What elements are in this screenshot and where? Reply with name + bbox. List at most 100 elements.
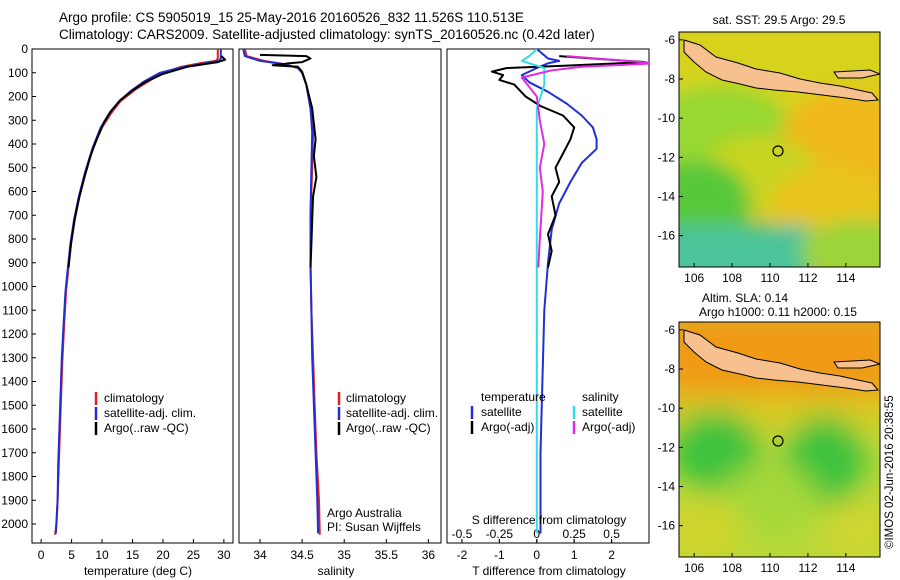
depth-tick-label: 1100 (2, 303, 28, 317)
x-top-tick-label: 0 (533, 527, 540, 541)
x-tick-label: -2 (457, 548, 468, 562)
depth-tick-label: 1900 (1, 493, 28, 507)
depth-tick-label: 200 (8, 90, 28, 104)
depth-axis: 0 100 200 300 400 500 600 700 800 900 1000 1100 1200… (1, 42, 36, 531)
depth-tick-label: 1600 (1, 422, 28, 436)
salinity-panel-frame (238, 48, 442, 544)
depth-tick-label: 700 (8, 208, 28, 222)
lon-tick-label: 112 (798, 271, 817, 285)
java-landmass (683, 329, 880, 392)
x-tick-label: 15 (126, 548, 140, 562)
difference-panel: -2 -1 0 1 2 -0.5 -0.25 0 0.25 0.5 (452, 49, 649, 562)
depth-tick-label: 1400 (1, 375, 28, 389)
x-tick-label: 0 (533, 548, 540, 562)
x-tick-label: 1 (571, 548, 578, 562)
depth-tick-label: 500 (8, 161, 28, 175)
lat-tick-label: -16 (658, 519, 676, 533)
lon-tick-label: 110 (760, 271, 779, 285)
sst-map-axes: -6 -8 -10 -12 -14 -16 106 108 110 112 114 (658, 33, 856, 285)
figure-title-line2: Climatology: CARS2009. Satellite-adjuste… (59, 27, 595, 42)
difference-axis-label-top: S difference from climatology (472, 513, 627, 527)
depth-tick-label: 2000 (1, 517, 28, 531)
sla-map-title-line2: Argo h1000: 0.11 h2000: 0.15 (699, 305, 857, 319)
argo-australia-note: Argo Australia (327, 506, 402, 520)
sst-map-title: sat. SST: 29.5 Argo: 29.5 (713, 13, 846, 27)
series-line-argo-raw-qc (259, 53, 318, 268)
depth-tick-label: 900 (8, 256, 28, 270)
temperature-panel: 0 5 10 15 20 25 30 (38, 49, 231, 562)
legend-label-s-satellite: satellite (582, 405, 623, 419)
x-tick-label: 34 (253, 548, 267, 562)
x-tick-label: 36 (422, 548, 436, 562)
legend-label-t-argo: Argo(-adj) (481, 420, 534, 434)
series-line-t-argo-adj (490, 55, 647, 268)
depth-tick-label: 400 (8, 137, 28, 151)
lon-tick-label: 106 (684, 271, 704, 285)
legend-label-satellite: satellite-adj. clim. (346, 406, 438, 420)
lat-tick-label: -8 (664, 362, 675, 376)
x-tick-label: 20 (156, 548, 170, 562)
lon-tick-label: 108 (722, 561, 742, 575)
salinity-legend: climatology satellite-adj. clim. Argo(..… (327, 391, 438, 534)
lon-tick-label: 114 (836, 271, 855, 285)
lat-tick-label: -10 (658, 111, 676, 125)
legend-label-argo: Argo(..raw -QC) (346, 421, 431, 435)
depth-tick-label: 600 (8, 185, 28, 199)
salinity-panel: 34 34.5 35 35.5 36 (242, 49, 436, 562)
x-tick-label: 35.5 (375, 548, 399, 562)
legend-label-argo: Argo(..raw -QC) (104, 421, 189, 435)
lat-tick-label: -14 (658, 190, 676, 204)
x-top-tick-label: 0.25 (563, 527, 587, 541)
legend-label-climatology: climatology (104, 391, 164, 405)
series-line-s-satellite (520, 49, 546, 534)
lon-tick-label: 110 (760, 561, 779, 575)
x-tick-label: -1 (494, 548, 505, 562)
madura-landmass (833, 69, 880, 79)
sst-map (679, 32, 880, 267)
depth-tick-label: 800 (8, 232, 28, 246)
x-tick-label: 5 (68, 548, 75, 562)
lat-tick-label: -12 (658, 150, 676, 164)
x-top-tick-label: 0.5 (603, 527, 620, 541)
argo-location-marker (772, 435, 784, 447)
x-tick-label: 0 (38, 548, 45, 562)
lon-tick-label: 112 (798, 561, 817, 575)
pi-name-note: PI: Susan Wijffels (327, 520, 421, 534)
sla-map-axes: -6 -8 -10 -12 -14 -16 106 108 110 112 114 (658, 323, 856, 575)
x-tick-label: 25 (187, 548, 201, 562)
sla-map-frame (678, 321, 881, 558)
series-line-s-argo-adj (520, 55, 649, 268)
legend-header-temperature: temperature (481, 390, 546, 404)
sst-map-frame (678, 31, 881, 268)
madura-landmass (833, 359, 880, 369)
salinity-axis-label: salinity (318, 564, 355, 578)
depth-tick-label: 300 (8, 113, 28, 127)
series-line-argo-raw-qc (67, 55, 227, 268)
x-tick-label: 10 (95, 548, 109, 562)
temperature-panel-frame (31, 48, 234, 544)
depth-tick-label: 1700 (1, 446, 28, 460)
legend-label-t-satellite: satellite (481, 405, 522, 419)
depth-tick-label: 100 (8, 66, 28, 80)
x-tick-label: 30 (217, 548, 231, 562)
lat-tick-label: -6 (664, 33, 675, 47)
temperature-axis-label: temperature (deg C) (84, 564, 192, 578)
legend-label-s-argo: Argo(-adj) (582, 420, 635, 434)
depth-tick-label: 1000 (1, 280, 28, 294)
series-group (54, 49, 227, 535)
lat-tick-label: -10 (658, 401, 676, 415)
temperature-legend: climatology satellite-adj. clim. Argo(..… (94, 391, 196, 435)
difference-legend: temperature satellite Argo(-adj) salinit… (470, 390, 635, 434)
depth-tick-label: 1300 (1, 351, 28, 365)
x-tick-label: 35 (338, 548, 352, 562)
difference-axis-label-bottom: T difference from climatology (472, 564, 626, 578)
imos-footer: ©IMOS 02-Jun-2016 20:38:55 (884, 395, 896, 549)
lat-tick-label: -12 (658, 440, 676, 454)
legend-header-salinity: salinity (582, 390, 619, 404)
lon-tick-label: 106 (684, 561, 704, 575)
x-tick-label: 34.5 (290, 548, 314, 562)
lat-tick-label: -6 (664, 323, 675, 337)
depth-tick-label: 1200 (1, 327, 28, 341)
series-group (490, 49, 649, 534)
sla-map (679, 322, 880, 557)
